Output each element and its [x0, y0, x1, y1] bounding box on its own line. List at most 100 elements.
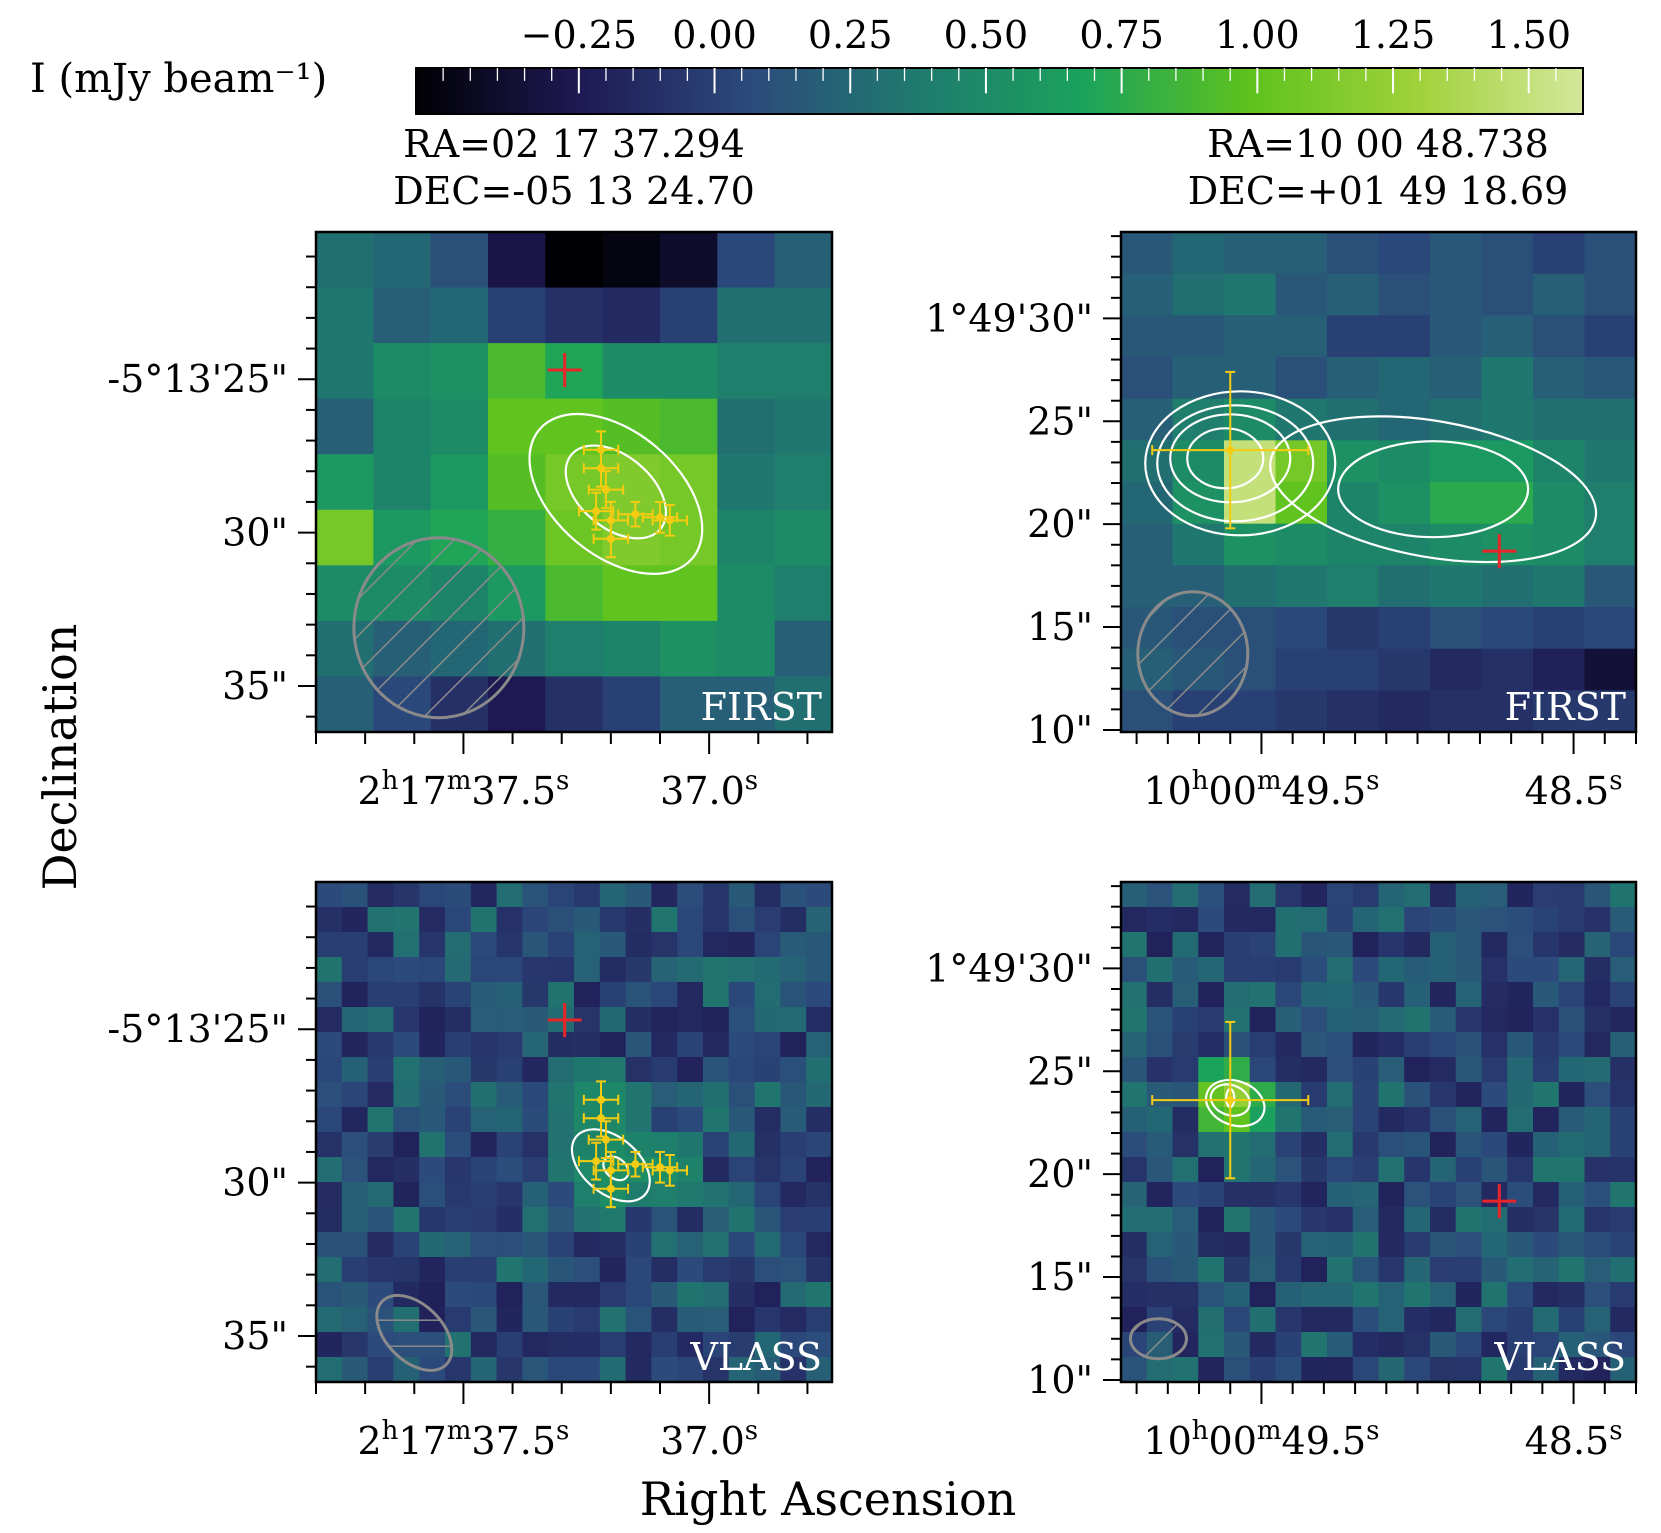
- heatmap-pixel: [316, 1307, 343, 1333]
- heatmap-pixel: [780, 907, 807, 933]
- heatmap-pixel: [1455, 1082, 1483, 1108]
- heatmap-pixel: [1327, 1282, 1354, 1308]
- heatmap-pixel: [1378, 315, 1431, 358]
- heatmap-pixel: [1404, 1107, 1431, 1133]
- heatmap-pixel: [728, 982, 756, 1008]
- heatmap-pixel: [1121, 1057, 1148, 1083]
- heatmap-pixel: [1275, 1257, 1302, 1283]
- heatmap-pixel: [1198, 982, 1225, 1008]
- heatmap-pixel: [1558, 1332, 1586, 1358]
- heatmap-pixel: [1481, 907, 1508, 933]
- heatmap-pixel: [367, 1057, 394, 1083]
- heatmap-pixel: [316, 1032, 343, 1058]
- heatmap-pixel: [1430, 1332, 1457, 1358]
- heatmap-pixel: [1275, 1207, 1302, 1233]
- heatmap-pixel: [806, 1157, 832, 1183]
- heatmap-pixel: [780, 1082, 807, 1108]
- heatmap-pixel: [1533, 1357, 1560, 1382]
- heatmap-pixel: [1404, 1332, 1431, 1358]
- heatmap-pixel: [660, 343, 718, 400]
- heatmap-pixel: [1404, 1232, 1431, 1258]
- heatmap-pixel: [1327, 1007, 1354, 1033]
- heatmap-pixel: [1455, 1107, 1483, 1133]
- heatmap-pixel: [1404, 1182, 1431, 1208]
- heatmap-pixel: [1430, 607, 1483, 650]
- heatmap-pixel: [1172, 1207, 1199, 1233]
- heatmap-pixel: [1610, 982, 1636, 1008]
- heatmap-pixel: [677, 1307, 704, 1333]
- heatmap-pixel: [341, 882, 369, 908]
- heatmap-pixel: [1301, 1332, 1328, 1358]
- heatmap-pixel: [1533, 907, 1560, 933]
- heatmap-pixel: [373, 454, 432, 511]
- heatmap-pixel: [728, 1107, 756, 1133]
- heatmap-pixel: [1455, 1157, 1483, 1183]
- heatmap-pixel: [754, 882, 781, 908]
- heatmap-pixel: [1404, 1057, 1431, 1083]
- heatmap-pixel: [1533, 523, 1586, 566]
- heatmap-pixel: [1327, 957, 1354, 983]
- contour-extended-inner: [1337, 440, 1530, 539]
- heatmap-pixel: [1430, 1307, 1457, 1333]
- heatmap-pixel: [1172, 1282, 1199, 1308]
- heatmap-pixel: [677, 1057, 704, 1083]
- heatmap-pixel: [754, 957, 781, 983]
- heatmap-pixel: [1584, 607, 1636, 650]
- heatmap-pixel: [625, 1057, 652, 1083]
- heatmap-pixel: [754, 1282, 781, 1308]
- heatmap-pixel: [1249, 1082, 1277, 1108]
- heatmap-pixel: [522, 957, 549, 983]
- heatmap-pixel: [625, 957, 652, 983]
- heatmap-pixel: [728, 1182, 756, 1208]
- heatmap-pixel: [496, 1182, 523, 1208]
- heatmap-pixel: [341, 1332, 369, 1358]
- heatmap-pixel: [774, 676, 832, 732]
- heatmap-pixel: [548, 1207, 575, 1233]
- heatmap-pixel: [496, 1082, 523, 1108]
- heatmap-pixel: [1198, 1132, 1225, 1158]
- heatmap-pixel: [1224, 232, 1277, 275]
- heatmap-pixel: [754, 1307, 781, 1333]
- heatmap-pixel: [1352, 957, 1380, 983]
- heatmap-pixel: [1558, 1032, 1586, 1058]
- heatmap-pixel: [393, 1157, 420, 1183]
- heatmap-pixel: [574, 882, 601, 908]
- heatmap-pixel: [1327, 648, 1380, 691]
- heatmap-pixel: [316, 287, 374, 344]
- heatmap-pixel: [419, 932, 446, 958]
- heatmap-pixel: [1327, 982, 1354, 1008]
- y-tick-label: 10": [1027, 1358, 1093, 1402]
- y-tick-label: 25": [1027, 399, 1093, 443]
- heatmap-pixel: [780, 1057, 807, 1083]
- heatmap-pixel: [728, 1332, 756, 1358]
- heatmap-pixel: [1378, 882, 1405, 908]
- heatmap-pixel: [545, 676, 604, 732]
- heatmap-pixel: [470, 1007, 498, 1033]
- heatmap-pixel: [548, 1157, 575, 1183]
- x-tick-label: 37.0s: [660, 1416, 758, 1463]
- heatmap-pixel: [522, 1157, 549, 1183]
- heatmap-pixel: [419, 1057, 446, 1083]
- heatmap-pixel: [728, 882, 756, 908]
- heatmap-pixel: [470, 1057, 498, 1083]
- heatmap-pixel: [341, 907, 369, 933]
- heatmap-pixel: [341, 1257, 369, 1283]
- heatmap-pixel: [703, 882, 730, 908]
- panels: FIRST-5°13'25"30"35"2h17m37.5s 37.0sFIRST…: [107, 230, 1638, 1463]
- heatmap-pixel: [488, 509, 546, 566]
- heatmap-pixel: [419, 1182, 446, 1208]
- heatmap-pixel: [1507, 1357, 1534, 1382]
- colorbar-tick-label: 0.50: [944, 13, 1029, 57]
- heatmap-pixel: [1224, 957, 1251, 983]
- colorbar-tick-label: 0.75: [1079, 13, 1164, 57]
- heatmap-pixel: [1301, 1282, 1328, 1308]
- heatmap-pixel: [774, 287, 832, 344]
- heatmap-pixel: [806, 882, 832, 908]
- heatmap-pixel: [1121, 932, 1148, 958]
- heatmap-pixel: [574, 1032, 601, 1058]
- heatmap-pixel: [1224, 1132, 1251, 1158]
- heatmap-pixel: [316, 1257, 343, 1283]
- heatmap-pixel: [1404, 1007, 1431, 1033]
- heatmap-pixel: [522, 932, 549, 958]
- heatmap-pixel: [1249, 882, 1277, 908]
